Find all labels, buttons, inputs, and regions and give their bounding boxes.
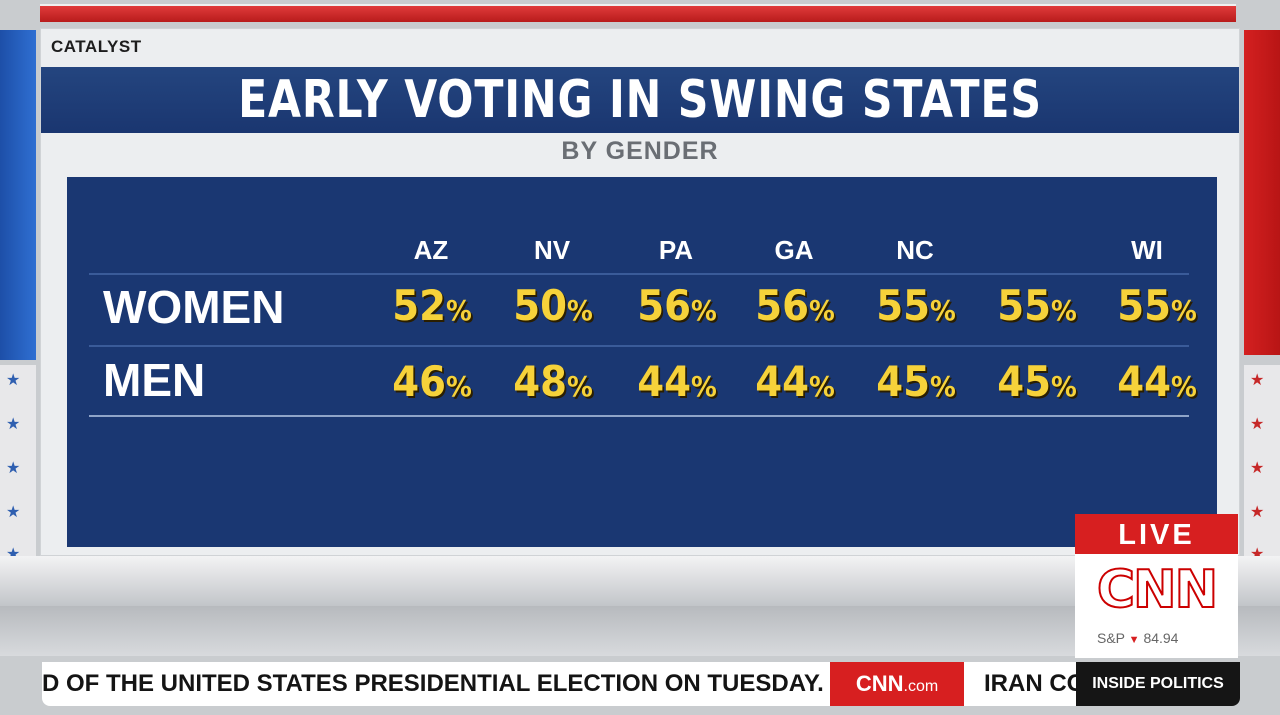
star-icon: ★ <box>6 416 21 433</box>
graphic-title: EARLY VOTING IN SWING STATES <box>238 70 1042 130</box>
left-blue-panel <box>0 30 36 360</box>
down-arrow-icon: ▼ <box>1128 634 1140 646</box>
value-cell: 52% <box>392 281 472 330</box>
column-header: WI <box>1131 235 1163 265</box>
column-header: GA <box>774 235 814 265</box>
star-icon: ★ <box>1250 416 1265 433</box>
top-red-bar <box>40 4 1236 22</box>
title-band <box>41 67 1239 133</box>
right-stars-panel: ★ ★ ★ ★ ★ <box>1244 365 1280 565</box>
column-header: PA <box>658 235 694 265</box>
news-ticker: D OF THE UNITED STATES PRESIDENTIAL ELEC… <box>42 662 1240 706</box>
star-icon: ★ <box>6 372 21 389</box>
network-bug: CNN S&P ▼ 84.94 <box>1075 554 1238 658</box>
value-cell: 44% <box>1117 357 1197 406</box>
table-rule <box>89 273 1189 275</box>
value-cell: 55% <box>997 281 1077 330</box>
value-cell: 48% <box>513 357 593 406</box>
star-icon: ★ <box>1250 372 1265 389</box>
column-header: NC <box>896 235 934 265</box>
graphic-screen: CATALYST EARLY VOTING IN SWING STATES BY… <box>40 28 1240 556</box>
cnn-logo: CNN <box>1096 559 1219 621</box>
value-cell: 45% <box>997 357 1077 406</box>
value-cell: 55% <box>1117 281 1197 330</box>
ticker-headline: D OF THE UNITED STATES PRESIDENTIAL ELEC… <box>42 670 824 697</box>
right-red-panel <box>1244 30 1280 355</box>
studio-shelf-lower <box>0 606 1280 656</box>
studio-shelf <box>0 556 1280 606</box>
value-cell: 50% <box>513 281 593 330</box>
live-badge: LIVE <box>1075 514 1238 554</box>
value-cell: 45% <box>876 357 956 406</box>
source-label: CATALYST <box>51 37 142 56</box>
value-cell: 56% <box>637 281 717 330</box>
table-rule <box>89 345 1189 347</box>
row-label-women: WOMEN <box>103 281 285 333</box>
value-cell: 44% <box>755 357 835 406</box>
value-cell: 44% <box>637 357 717 406</box>
show-name: INSIDE POLITICS <box>1076 662 1240 706</box>
star-icon: ★ <box>6 460 21 477</box>
value-cell: 55% <box>876 281 956 330</box>
left-stars-panel: ★ ★ ★ ★ ★ <box>0 365 36 565</box>
results-table: AZ NV PA GA NC WI WOMEN 52% 50% 56% 56% … <box>67 177 1217 547</box>
market-readout: S&P ▼ 84.94 <box>1097 630 1179 646</box>
star-icon: ★ <box>1250 504 1265 521</box>
value-cell: 56% <box>755 281 835 330</box>
value-cell: 46% <box>392 357 472 406</box>
graphic-subtitle: BY GENDER <box>561 137 719 165</box>
ticker-next-headline: IRAN CO <box>984 670 1086 697</box>
table-rule <box>89 415 1189 417</box>
row-label-men: MEN <box>103 354 206 406</box>
column-header: AZ <box>413 235 449 265</box>
star-icon: ★ <box>6 504 21 521</box>
star-icon: ★ <box>1250 460 1265 477</box>
column-header: NV <box>533 235 571 265</box>
cnn-com-badge: CNN.com <box>830 662 964 706</box>
